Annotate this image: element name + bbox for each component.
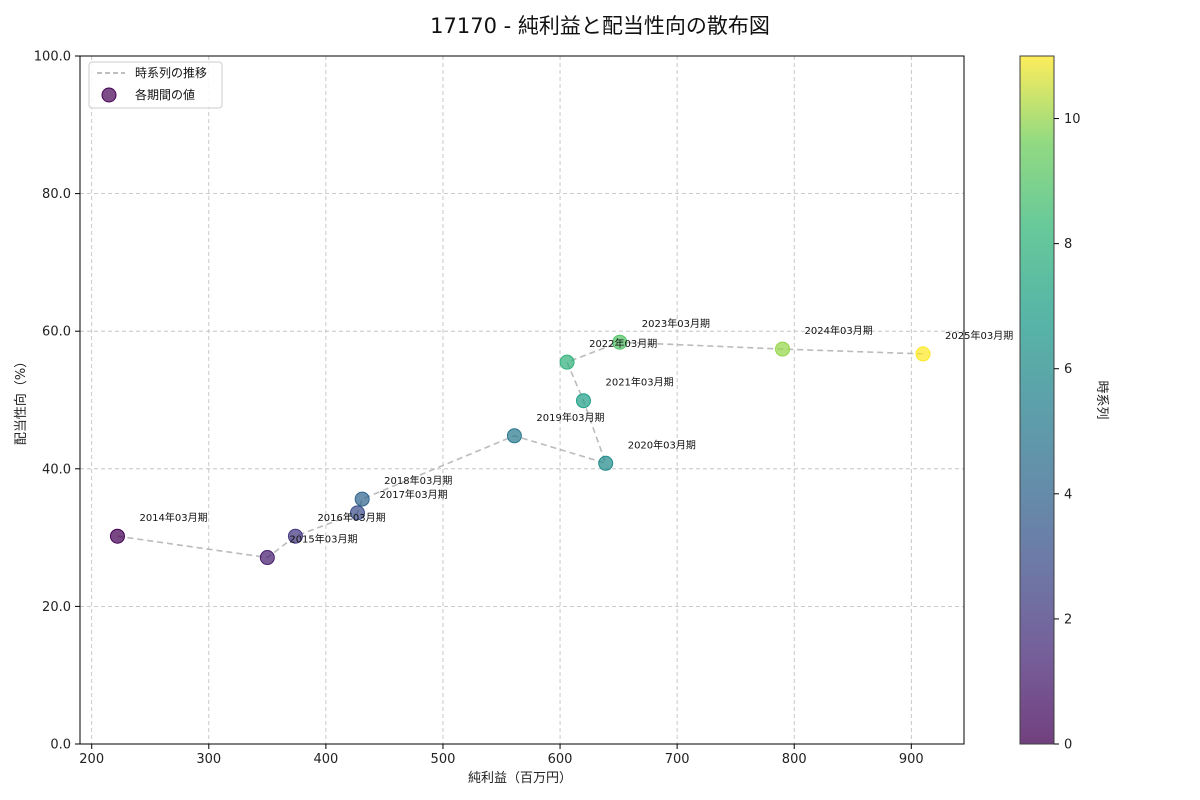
y-axis-label: 配当性向（%） (13, 355, 29, 445)
data-point-label: 2017年03月期 (379, 488, 447, 501)
data-point (287, 528, 303, 544)
x-tick-label: 400 (313, 752, 338, 767)
data-point (109, 528, 125, 544)
data-point-label: 2015年03月期 (289, 533, 357, 546)
legend-line-label: 時系列の推移 (135, 66, 207, 80)
y-tick-label: 20.0 (42, 600, 71, 615)
data-point-label: 2025年03月期 (945, 329, 1013, 342)
x-axis-label: 純利益（百万円） (468, 771, 572, 786)
data-point (349, 505, 365, 521)
data-point (575, 393, 591, 409)
point-labels-layer: 2014年03月期 2015年03月期 2016年03月期 2017年03月期2018… (139, 317, 1013, 545)
data-point-label: 2018年03月期 (384, 474, 452, 487)
x-tick-label: 500 (431, 752, 456, 767)
grid-lines (80, 55, 964, 745)
data-points-layer (109, 334, 931, 566)
data-point (506, 428, 522, 444)
chart-title: 17170 - 純利益と配当性向の散布図 (430, 14, 770, 38)
legend-point-swatch (101, 87, 117, 103)
colorbar-tick-label: 0 (1064, 738, 1072, 753)
colorbar: 0 2 4 6 8 10 時系列 (1019, 55, 1109, 753)
colorbar-tick-label: 6 (1064, 362, 1072, 377)
x-tick-label: 800 (782, 752, 807, 767)
x-axis-ticks: 200 300 400 500 600 700 800 900 (79, 744, 924, 767)
data-point-label: 2023年03月期 (642, 317, 710, 330)
data-point (915, 346, 931, 362)
colorbar-tick-label: 4 (1064, 487, 1072, 502)
legend: 時系列の推移 各期間の値 (88, 61, 223, 109)
y-tick-label: 60.0 (42, 325, 71, 340)
colorbar-ticks: 0 2 4 6 8 10 (1054, 112, 1081, 753)
data-point (559, 354, 575, 370)
data-point (354, 491, 370, 507)
trend-line-layer (117, 341, 924, 559)
data-point-label: 2019年03月期 (536, 411, 604, 424)
colorbar-label: 時系列 (1094, 380, 1109, 419)
y-tick-label: 40.0 (42, 462, 71, 477)
colorbar-tick-label: 10 (1064, 112, 1081, 127)
x-tick-label: 200 (79, 752, 104, 767)
data-point-label: 2024年03月期 (805, 324, 873, 337)
data-point-label: 2014年03月期 (139, 511, 207, 524)
y-tick-label: 100.0 (34, 50, 71, 65)
x-tick-label: 900 (899, 752, 924, 767)
y-axis-ticks: 0.0 20.0 40.0 60.0 80.0 100.0 (34, 50, 80, 753)
y-tick-label: 80.0 (42, 187, 71, 202)
data-point (598, 455, 614, 471)
colorbar-tick-label: 8 (1064, 237, 1072, 252)
colorbar-gradient (1019, 55, 1055, 745)
legend-points-label: 各期間の値 (135, 87, 195, 102)
data-point (775, 341, 791, 357)
colorbar-tick-label: 2 (1064, 612, 1072, 627)
x-tick-label: 600 (548, 752, 573, 767)
data-point (259, 550, 275, 566)
plot-frame (79, 55, 965, 745)
x-tick-label: 700 (665, 752, 690, 767)
data-point (612, 334, 628, 350)
data-point-label: 2020年03月期 (628, 438, 696, 451)
y-tick-label: 0.0 (50, 738, 71, 753)
trend-line (117, 341, 924, 559)
data-point-label: 2021年03月期 (605, 376, 673, 389)
data-point-label: 2016年03月期 (317, 511, 385, 524)
x-tick-label: 300 (196, 752, 221, 767)
data-point-label: 2022年03月期 (589, 337, 657, 350)
